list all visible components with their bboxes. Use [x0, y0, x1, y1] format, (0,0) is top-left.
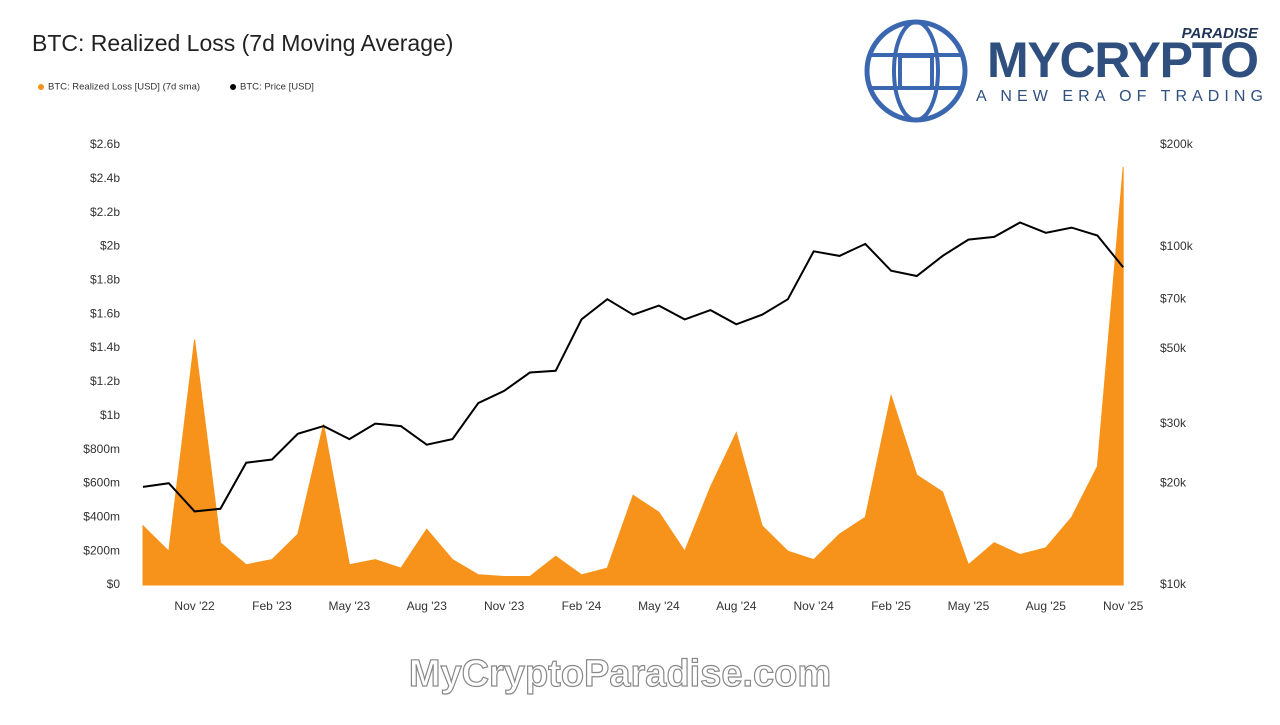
x-tick-label: Feb '23	[252, 599, 292, 613]
y2-tick-label: $10k	[1160, 577, 1187, 591]
logo-brand: MYCRYPTO	[987, 32, 1259, 88]
x-tick-label: Feb '24	[562, 599, 602, 613]
legend-label: BTC: Realized Loss [USD] (7d sma)	[48, 82, 200, 93]
price-line	[142, 221, 1124, 513]
y-tick-label: $2b	[100, 239, 120, 253]
logo-chip	[898, 54, 934, 90]
y-tick-label: $600m	[83, 476, 120, 490]
y-tick-label: $1.4b	[90, 340, 120, 354]
y-tick-label: $1.6b	[90, 306, 120, 320]
legend-marker	[38, 84, 44, 90]
y-tick-label: $400m	[83, 509, 120, 523]
y2-tick-label: $100k	[1160, 239, 1194, 253]
y2-tick-label: $20k	[1160, 475, 1187, 489]
legend-label: BTC: Price [USD]	[240, 82, 314, 93]
y2-tick-label: $30k	[1160, 416, 1187, 430]
x-tick-label: Nov '22	[174, 599, 215, 613]
y-tick-label: $1b	[100, 408, 120, 422]
x-tick-label: Aug '23	[407, 599, 448, 613]
logo-globe	[892, 20, 940, 122]
watermark: MyCryptoParadise.com	[409, 653, 831, 695]
x-tick-label: Nov '25	[1103, 599, 1144, 613]
loss-area	[142, 166, 1124, 586]
x-tick-label: May '24	[638, 599, 680, 613]
y-tick-label: $200m	[83, 543, 120, 557]
logo-slogan: A NEW ERA OF TRADING	[976, 88, 1263, 105]
chart-title: BTC: Realized Loss (7d Moving Average)	[32, 30, 453, 56]
y-tick-label: $2.2b	[90, 205, 120, 219]
y2-tick-label: $70k	[1160, 291, 1187, 305]
legend-marker	[230, 84, 237, 90]
x-tick-label: Nov '23	[484, 599, 525, 613]
y-tick-label: $800m	[83, 442, 120, 456]
x-tick-label: Aug '25	[1026, 599, 1067, 613]
logo-tag: PARADISE	[1182, 25, 1259, 42]
y2-tick-label: $200k	[1160, 137, 1194, 151]
y-tick-label: $2.4b	[90, 171, 120, 185]
x-tick-label: May '25	[948, 599, 990, 613]
x-tick-label: Nov '24	[794, 599, 835, 613]
x-tick-label: Feb '25	[871, 599, 911, 613]
logo: PARADISE MYCRYPTO A NEW ERA OF TRADING	[864, 19, 1263, 123]
y-tick-label: $2.6b	[90, 137, 120, 151]
y-tick-label: $0	[107, 577, 121, 591]
y2-tick-label: $50k	[1160, 341, 1187, 355]
x-tick-label: May '23	[329, 599, 371, 613]
y-tick-label: $1.8b	[90, 273, 120, 287]
x-tick-label: Aug '24	[716, 599, 757, 613]
y-tick-label: $1.2b	[90, 374, 120, 388]
